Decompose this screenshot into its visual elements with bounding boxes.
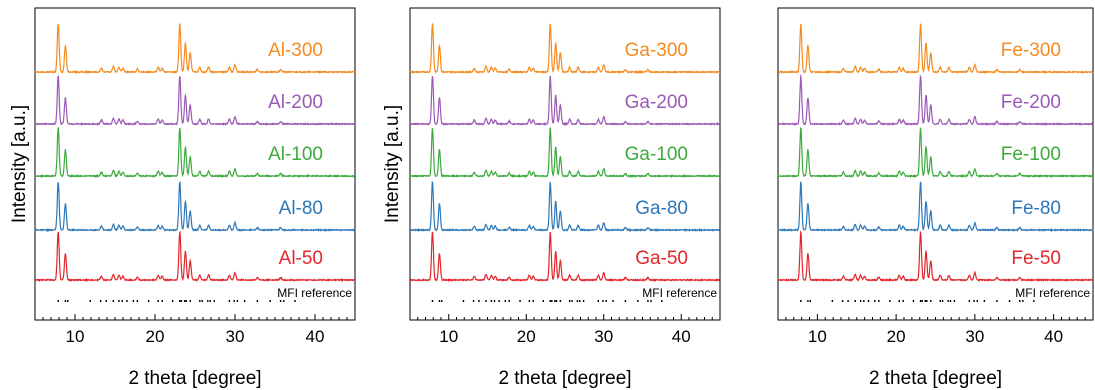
series-label: Ga-50 bbox=[635, 248, 688, 269]
y-axis-label: Intensity [a.u.] bbox=[9, 105, 30, 223]
series-line-fe-80 bbox=[777, 181, 1094, 233]
series-label: Fe-300 bbox=[1001, 40, 1061, 61]
series-label: Ga-100 bbox=[625, 144, 688, 165]
x-tick-label: 30 bbox=[965, 327, 984, 346]
series-line-ga-300 bbox=[409, 22, 721, 75]
x-tick-label: 20 bbox=[887, 327, 906, 346]
chart-panel-2: 10 20 30 40 2 theta [degree] Intensity [a.u.]… bbox=[382, 7, 721, 389]
series-label: Fe-50 bbox=[1011, 248, 1061, 269]
series-label: Fe-100 bbox=[1001, 144, 1061, 165]
series-line-ga-50 bbox=[409, 231, 721, 283]
series-line-al-300 bbox=[34, 22, 356, 75]
series-line-al-50 bbox=[34, 230, 356, 283]
series-label: Fe-200 bbox=[1001, 92, 1061, 113]
x-tick-label: 40 bbox=[672, 327, 691, 346]
reference-label: MFI reference bbox=[642, 286, 717, 300]
x-tick-label: 20 bbox=[146, 327, 165, 346]
series-label: Al-100 bbox=[268, 144, 323, 165]
x-tick-label: 30 bbox=[594, 327, 613, 346]
x-tick-label: 10 bbox=[66, 327, 85, 346]
series-line-fe-200 bbox=[777, 74, 1094, 127]
series-line-fe-50 bbox=[777, 230, 1094, 283]
x-tick-label: 30 bbox=[226, 327, 245, 346]
series-line-fe-100 bbox=[777, 126, 1094, 179]
x-tick-label: 10 bbox=[808, 327, 827, 346]
x-axis-label: 2 theta [degree] bbox=[128, 368, 261, 389]
x-tick-label: 10 bbox=[439, 327, 458, 346]
x-axis-label: 2 theta [degree] bbox=[498, 368, 631, 389]
x-tick-label: 20 bbox=[517, 327, 536, 346]
x-axis-label: 2 theta [degree] bbox=[869, 368, 1002, 389]
series-label: Al-300 bbox=[268, 40, 323, 61]
series-line-fe-300 bbox=[777, 23, 1094, 75]
series-line-al-100 bbox=[34, 126, 356, 179]
reference-label: MFI reference bbox=[277, 286, 352, 300]
y-axis-label: Intensity [a.u.] bbox=[382, 105, 403, 223]
series-label: Ga-200 bbox=[625, 92, 688, 113]
series-label: Al-200 bbox=[268, 92, 323, 113]
reference-label: MFI reference bbox=[1015, 286, 1090, 300]
series-label: Ga-300 bbox=[625, 40, 688, 61]
x-tick-label: 40 bbox=[306, 327, 325, 346]
chart-panel-1: 10 20 30 40 2 theta [degree] Intensity [a.u.]… bbox=[9, 7, 356, 389]
series-label: Ga-80 bbox=[635, 198, 688, 219]
series-label: Al-50 bbox=[279, 248, 323, 269]
x-tick-label: 40 bbox=[1044, 327, 1063, 346]
series-line-al-200 bbox=[35, 74, 356, 127]
series-line-ga-200 bbox=[409, 75, 721, 127]
series-label: Fe-80 bbox=[1011, 198, 1061, 219]
chart-panel-3: 10 20 30 40 2 theta [degree] Fe-300 Fe-200 Fe-1… bbox=[777, 7, 1094, 389]
series-line-ga-100 bbox=[409, 126, 721, 179]
series-line-ga-80 bbox=[410, 180, 721, 233]
series-line-al-80 bbox=[34, 181, 356, 233]
series-label: Al-80 bbox=[279, 198, 323, 219]
